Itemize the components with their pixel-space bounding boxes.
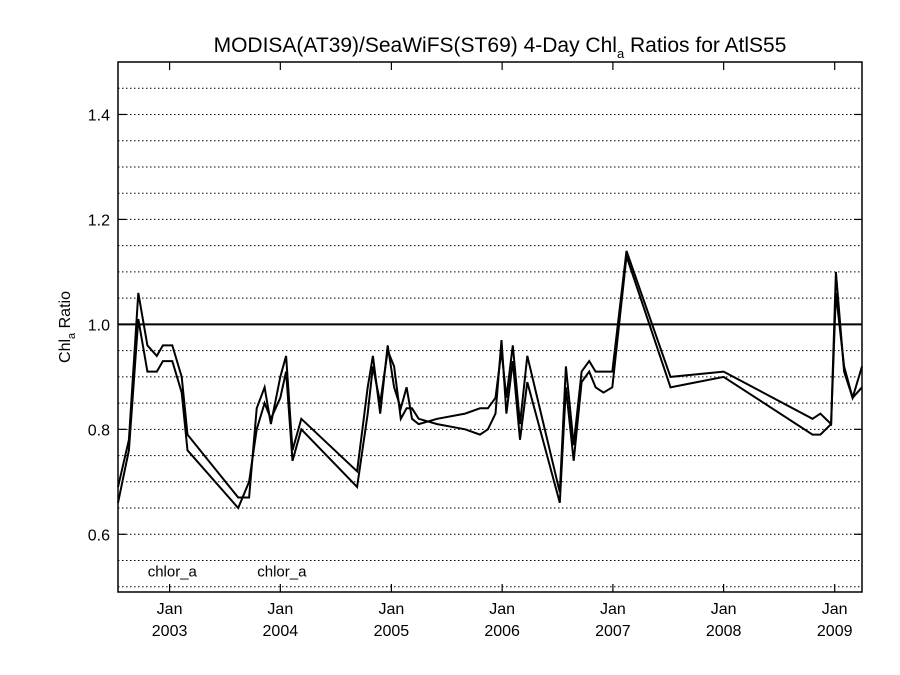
series-line-2 [117, 250, 863, 499]
y-tick-label: 1.0 [88, 317, 110, 334]
grid [118, 87, 862, 588]
x-tick-month-label: Jan [489, 601, 515, 618]
x-tick-month-label: Jan [157, 601, 183, 618]
x-tick-year-label: 2004 [263, 623, 299, 640]
series-lines [117, 250, 863, 510]
x-tick-year-label: 2007 [595, 623, 631, 640]
x-tick-year-label: 2008 [706, 623, 742, 640]
x-tick-month-label: Jan [378, 601, 404, 618]
y-axis-label: Chla Ratio [57, 291, 78, 363]
plot-frame [117, 61, 863, 593]
x-tick-year-label: 2003 [152, 623, 188, 640]
chart-title-prefix: MODISA(AT39)/SeaWiFS(ST69) 4-Day Chl [214, 34, 617, 57]
series-line-1 [117, 255, 863, 510]
axis-ticks: 0.6 0.8 1.0 1.2 1.4 Jan 2003 Jan 2004 Jan 2005 Jan 2… [88, 62, 862, 640]
annotation-label: chlor_a [257, 563, 307, 580]
y-tick-label: 0.6 [88, 527, 110, 544]
y-axis-label-suffix: Ratio [57, 291, 74, 333]
chart-title-subscript: a [617, 46, 625, 61]
x-tick-month-label: Jan [711, 601, 737, 618]
y-tick-label: 0.8 [88, 422, 110, 439]
x-tick-year-label: 2006 [484, 623, 520, 640]
y-tick-label: 1.2 [88, 212, 110, 229]
annotations: chlor_a chlor_a [148, 563, 307, 580]
y-tick-label: 1.4 [88, 107, 110, 124]
x-tick-month-label: Jan [267, 601, 293, 618]
x-tick-month-label: Jan [822, 601, 848, 618]
x-tick-month-label: Jan [600, 601, 626, 618]
y-axis-label-subscript: a [66, 332, 78, 339]
y-axis-label-prefix: Chl [57, 339, 74, 363]
chart-title-suffix: Ratios for AtlS55 [624, 34, 786, 57]
annotation-label: chlor_a [148, 563, 198, 580]
x-tick-year-label: 2005 [374, 623, 410, 640]
x-tick-year-label: 2009 [817, 623, 853, 640]
chart-title: MODISA(AT39)/SeaWiFS(ST69) 4-Day Chla Ra… [214, 34, 787, 61]
